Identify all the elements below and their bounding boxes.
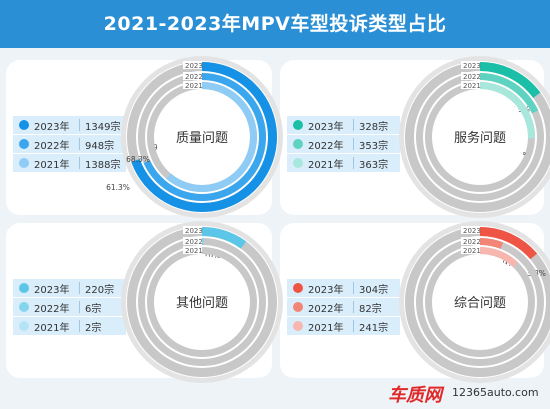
panel-quality: 2023年 1349宗 2022年 948宗 2021年 1388宗 [6, 60, 272, 215]
logo-url: 12365auto.com [452, 386, 539, 399]
legend-year: 2022年 [308, 141, 344, 152]
legend-row: 2021年 241宗 [287, 317, 400, 335]
legend-count: 1349宗 [85, 122, 121, 133]
legend-dot [293, 302, 303, 312]
panel-service: 2023年 328宗 2022年 353宗 2021年 363宗 [280, 60, 544, 215]
legend-row: 2023年 304宗 [287, 279, 400, 297]
legend-count: 220宗 [85, 285, 115, 296]
legend-dot [19, 283, 29, 293]
legend-dot [293, 321, 303, 331]
legend-row: 2022年 82宗 [287, 298, 400, 316]
legend-year: 2023年 [34, 285, 70, 296]
legend-dot [19, 321, 29, 331]
legend-count: 2宗 [85, 323, 102, 334]
legend-dot [19, 120, 29, 130]
legend-dot [293, 283, 303, 293]
legend-count: 304宗 [359, 285, 389, 296]
legend-row: 2022年 948宗 [13, 135, 126, 153]
legend-year: 2022年 [34, 304, 70, 315]
legend-year: 2023年 [308, 285, 344, 296]
legend-dot [293, 120, 303, 130]
panel-comprehensive: 2023年 304宗 2022年 82宗 2021年 241宗 [280, 223, 544, 378]
legend-year: 2023年 [308, 122, 344, 133]
legend-year: 2022年 [308, 304, 344, 315]
logo-brand: 车质网 [388, 385, 442, 406]
legend: 2023年 304宗 2022年 82宗 2021年 241宗 [287, 279, 400, 336]
legend-count: 328宗 [359, 122, 389, 133]
legend-dot [19, 302, 29, 312]
page-title: 2021-2023年MPV车型投诉类型占比 [103, 13, 447, 35]
legend-row: 2022年 6宗 [13, 298, 126, 316]
legend-year: 2021年 [34, 323, 70, 334]
legend-year: 2021年 [308, 323, 344, 334]
panel-other: 2023年 220宗 2022年 6宗 2021年 2宗 [6, 223, 272, 378]
legend-row: 2021年 1388宗 [13, 154, 126, 172]
legend-dot [293, 158, 303, 168]
legend-dot [293, 139, 303, 149]
legend-count: 241宗 [359, 323, 389, 334]
legend-count: 6宗 [85, 304, 102, 315]
legend: 2023年 1349宗 2022年 948宗 2021年 1388宗 [13, 116, 126, 173]
legend: 2023年 220宗 2022年 6宗 2021年 2宗 [13, 279, 126, 336]
legend-row: 2022年 353宗 [287, 135, 400, 153]
header-bar [0, 0, 550, 48]
legend-row: 2023年 328宗 [287, 116, 400, 134]
legend-year: 2021年 [34, 160, 70, 171]
legend-row: 2023年 220宗 [13, 279, 126, 297]
legend-count: 948宗 [85, 141, 115, 152]
legend-count: 1388宗 [85, 160, 121, 171]
legend-year: 2021年 [308, 160, 344, 171]
legend-row: 2021年 363宗 [287, 154, 400, 172]
legend-row: 2021年 2宗 [13, 317, 126, 335]
legend-count: 363宗 [359, 160, 389, 171]
brand-logo: 车质网 12365auto.com [388, 381, 548, 406]
legend: 2023年 328宗 2022年 353宗 2021年 363宗 [287, 116, 400, 173]
legend-count: 353宗 [359, 141, 389, 152]
legend-count: 82宗 [359, 304, 382, 315]
legend-dot [19, 139, 29, 149]
legend-year: 2023年 [34, 122, 70, 133]
legend-row: 2023年 1349宗 [13, 116, 126, 134]
legend-dot [19, 158, 29, 168]
legend-year: 2022年 [34, 141, 70, 152]
